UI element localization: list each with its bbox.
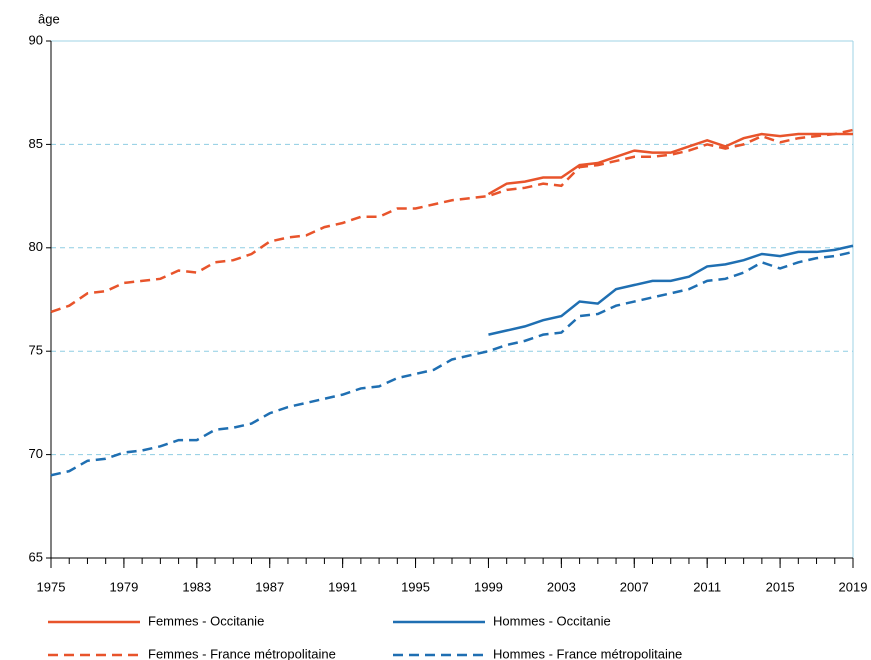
x-tick-label: 2007 xyxy=(620,579,649,594)
y-tick-label: 85 xyxy=(29,136,43,151)
x-tick-label: 1979 xyxy=(109,579,138,594)
series-line xyxy=(488,244,854,336)
series-line xyxy=(50,250,854,477)
x-tick-label: 1987 xyxy=(255,579,284,594)
x-tick-label: 1991 xyxy=(328,579,357,594)
series-line xyxy=(487,132,853,196)
x-tick-label: 1975 xyxy=(37,579,66,594)
y-axis-label: âge xyxy=(38,11,60,26)
legend-label: Femmes - France métropolitaine xyxy=(148,646,336,660)
series-line xyxy=(50,128,854,314)
x-tick-label: 2011 xyxy=(693,579,721,594)
x-tick-label: 2003 xyxy=(547,579,576,594)
x-tick-label: 2019 xyxy=(839,579,868,594)
x-tick-label: 1999 xyxy=(474,579,503,594)
legend-label: Femmes - Occitanie xyxy=(148,613,264,628)
legend-label: Hommes - France métropolitaine xyxy=(493,646,682,660)
y-tick-label: 65 xyxy=(29,549,43,564)
y-tick-label: 75 xyxy=(29,343,43,358)
y-tick-label: 90 xyxy=(29,32,43,47)
x-tick-label: 2015 xyxy=(766,579,795,594)
y-tick-label: 70 xyxy=(29,446,43,461)
y-tick-label: 80 xyxy=(29,239,43,254)
x-tick-label: 1995 xyxy=(401,579,430,594)
legend-label: Hommes - Occitanie xyxy=(493,613,611,628)
x-tick-label: 1983 xyxy=(182,579,211,594)
